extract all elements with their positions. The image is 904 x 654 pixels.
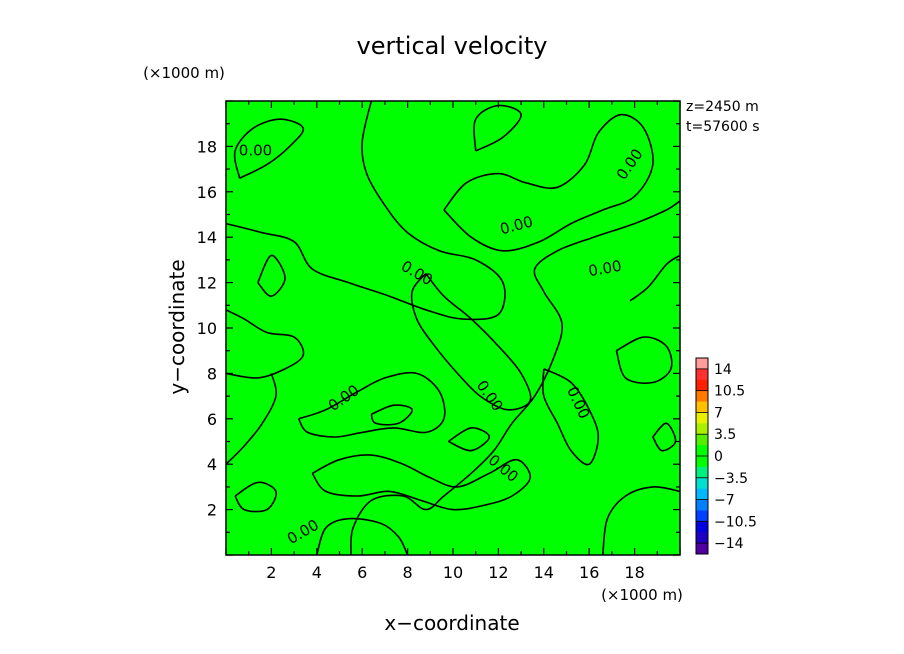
- colorbar-label: −14: [714, 536, 744, 552]
- y-tick-label: 16: [197, 183, 217, 202]
- colorbar-swatch: [696, 412, 708, 424]
- contour-line: [410, 272, 532, 411]
- colorbar-swatch: [696, 532, 708, 544]
- contour-line: [225, 309, 305, 379]
- contour-line: [225, 100, 506, 321]
- y-tick-label: 8: [207, 364, 217, 383]
- contour-line: [297, 371, 446, 438]
- colorbar-swatch: [696, 423, 708, 435]
- contour-line: [615, 336, 673, 384]
- contour-line: [225, 373, 277, 465]
- chart-title: vertical velocity: [357, 32, 548, 60]
- plot-field: [226, 101, 680, 555]
- colorbar-label: 14: [714, 362, 732, 378]
- colorbar-swatch: [696, 543, 708, 555]
- colorbar-swatch: [696, 358, 708, 370]
- contour-line: [370, 404, 413, 426]
- x-tick-label: 4: [312, 563, 322, 582]
- colorbar-swatch: [696, 445, 708, 457]
- colorbar-swatch: [696, 499, 708, 511]
- colorbar-swatch: [696, 456, 708, 468]
- x-unit-label: (×1000 m): [601, 586, 683, 604]
- colorbar-label: 3.5: [714, 427, 736, 443]
- x-tick-label: 6: [357, 563, 367, 582]
- colorbar-label: −10.5: [714, 514, 757, 530]
- contour-line: [311, 454, 532, 511]
- colorbar-swatch: [696, 477, 708, 489]
- colorbar-label: −7: [714, 493, 735, 509]
- contour-line: [541, 368, 600, 466]
- y-tick-label: 6: [207, 410, 217, 429]
- y-tick-label: 10: [197, 319, 217, 338]
- x-axis-label: x−coordinate: [384, 611, 519, 635]
- contour-line: [652, 422, 677, 452]
- colorbar-swatch: [696, 434, 708, 446]
- colorbar-swatch: [696, 488, 708, 500]
- x-tick-label: 12: [488, 563, 508, 582]
- x-tick-label: 18: [624, 563, 644, 582]
- contour-line: [257, 254, 286, 297]
- contour-line: [602, 486, 681, 556]
- colorbar-label: 0: [714, 449, 723, 465]
- t-annotation: t=57600 s: [686, 119, 760, 135]
- colorbar-swatch: [696, 466, 708, 479]
- x-axis: 2 4 6 8 10 12 14 16 18: [225, 101, 681, 582]
- contour-line: [629, 254, 681, 302]
- colorbar-label: 7: [714, 405, 723, 421]
- contour-line: [234, 481, 277, 513]
- colorbar-label: 10.5: [714, 384, 745, 400]
- colorbar-swatch: [696, 521, 708, 533]
- contour-lines: [225, 100, 681, 556]
- contour-line: [473, 104, 522, 152]
- y-tick-label: 14: [197, 228, 217, 247]
- y-tick-label: 4: [207, 455, 217, 474]
- y-tick-label: 2: [207, 501, 217, 520]
- contour-line: [443, 113, 654, 252]
- z-annotation: z=2450 m: [686, 99, 759, 115]
- colorbar-swatch: [696, 401, 708, 413]
- x-tick-label: 2: [266, 563, 276, 582]
- y-tick-label: 18: [197, 137, 217, 156]
- x-tick-label: 14: [534, 563, 554, 582]
- y-axis-label: y−coordinate: [165, 259, 189, 394]
- colorbar: 14 10.5 7 3.5 0 −3.5 −7 −10.5 −14: [695, 357, 757, 555]
- contour-label: 0.00: [239, 141, 272, 159]
- colorbar-swatch: [696, 379, 708, 391]
- colorbar-swatch: [696, 510, 708, 522]
- contour-line: [448, 427, 491, 452]
- contour-line: [316, 517, 409, 556]
- y-axis: 2 4 6 8 10 12 14 16 18: [197, 100, 680, 556]
- colorbar-swatch: [696, 390, 708, 402]
- contour-line: [233, 118, 305, 179]
- x-tick-label: 10: [443, 563, 463, 582]
- contour-label: 0.00: [587, 257, 623, 281]
- x-tick-label: 8: [403, 563, 413, 582]
- colorbar-label: −3.5: [714, 471, 748, 487]
- colorbar-swatch: [696, 368, 708, 381]
- y-tick-label: 12: [197, 274, 217, 293]
- y-unit-label: (×1000 m): [143, 64, 225, 82]
- x-tick-label: 16: [579, 563, 599, 582]
- contour-line: [350, 200, 681, 556]
